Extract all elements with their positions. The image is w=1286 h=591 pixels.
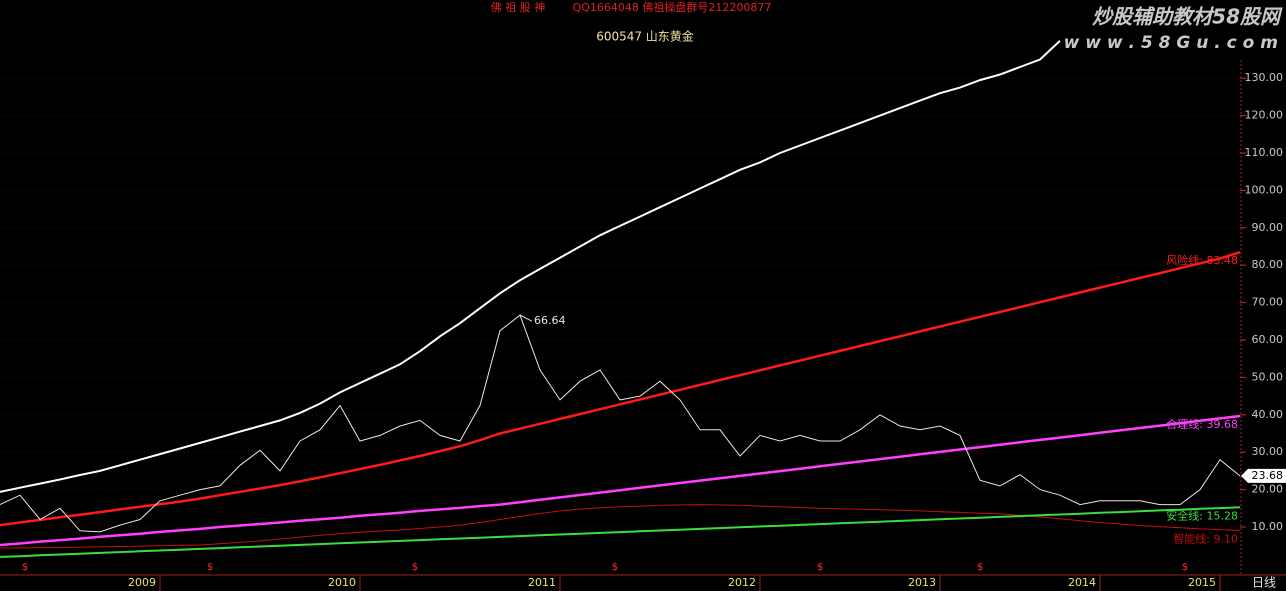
- signal-marker: $: [207, 562, 213, 573]
- chart-title: 600547 山东黄金: [596, 29, 694, 44]
- signal-marker: $: [412, 562, 418, 573]
- signal-marker: $: [612, 562, 618, 573]
- series-line: [0, 414, 1241, 547]
- series-line: [0, 506, 1241, 558]
- y-tick-label: 50.00: [1252, 370, 1284, 383]
- x-tick-label: 2015: [1188, 576, 1216, 589]
- series-line: [0, 40, 1061, 493]
- y-tick-label: 90.00: [1252, 221, 1284, 234]
- signal-marker: $: [977, 562, 983, 573]
- header: 佛 祖 股 神: [491, 0, 546, 14]
- header-contact: QQ1664048 佛祖操盘群号212200877: [573, 0, 772, 14]
- x-tick-label: 2010: [328, 576, 356, 589]
- y-tick-label: 130.00: [1245, 71, 1284, 84]
- y-tick-label: 80.00: [1252, 258, 1284, 271]
- y-tick-label: 120.00: [1245, 109, 1284, 122]
- line-end-label: 安全线: 15.28: [1166, 508, 1238, 522]
- signal-marker: $: [1182, 562, 1188, 573]
- y-tick-label: 70.00: [1252, 296, 1284, 309]
- period-label: 日线: [1252, 576, 1276, 590]
- y-tick-label: 10.00: [1252, 520, 1284, 533]
- signal-marker: $: [817, 562, 823, 573]
- line-end-label: 合理线: 39.68: [1166, 417, 1238, 431]
- y-tick-label: 100.00: [1245, 183, 1284, 196]
- signal-marker: $: [22, 562, 28, 573]
- peak-leader: [519, 314, 533, 322]
- series-line: [0, 314, 1241, 533]
- y-tick-label: 20.00: [1252, 483, 1284, 496]
- watermark: 炒股辅助教材58股网: [1092, 5, 1283, 29]
- peak-label: 66.64: [534, 314, 566, 327]
- y-tick-label: 30.00: [1252, 445, 1284, 458]
- x-tick-label: 2009: [128, 576, 156, 589]
- x-tick-label: 2013: [908, 576, 936, 589]
- x-tick-label: 2011: [528, 576, 556, 589]
- x-tick-label: 2012: [728, 576, 756, 589]
- watermark-url: w w w . 5 8 G u . c o m: [1064, 33, 1278, 53]
- x-tick-label: 2014: [1068, 576, 1096, 589]
- y-tick-label: 60.00: [1252, 333, 1284, 346]
- line-end-label: 风险线: 83.48: [1166, 253, 1238, 267]
- y-tick-label: 40.00: [1252, 408, 1284, 421]
- y-tick-label: 110.00: [1245, 146, 1284, 159]
- series-line: [0, 251, 1241, 527]
- price-tag: [1241, 468, 1286, 483]
- line-end-label: 智能线: 9.10: [1173, 531, 1238, 545]
- price-tag-label: 23.68: [1252, 469, 1284, 482]
